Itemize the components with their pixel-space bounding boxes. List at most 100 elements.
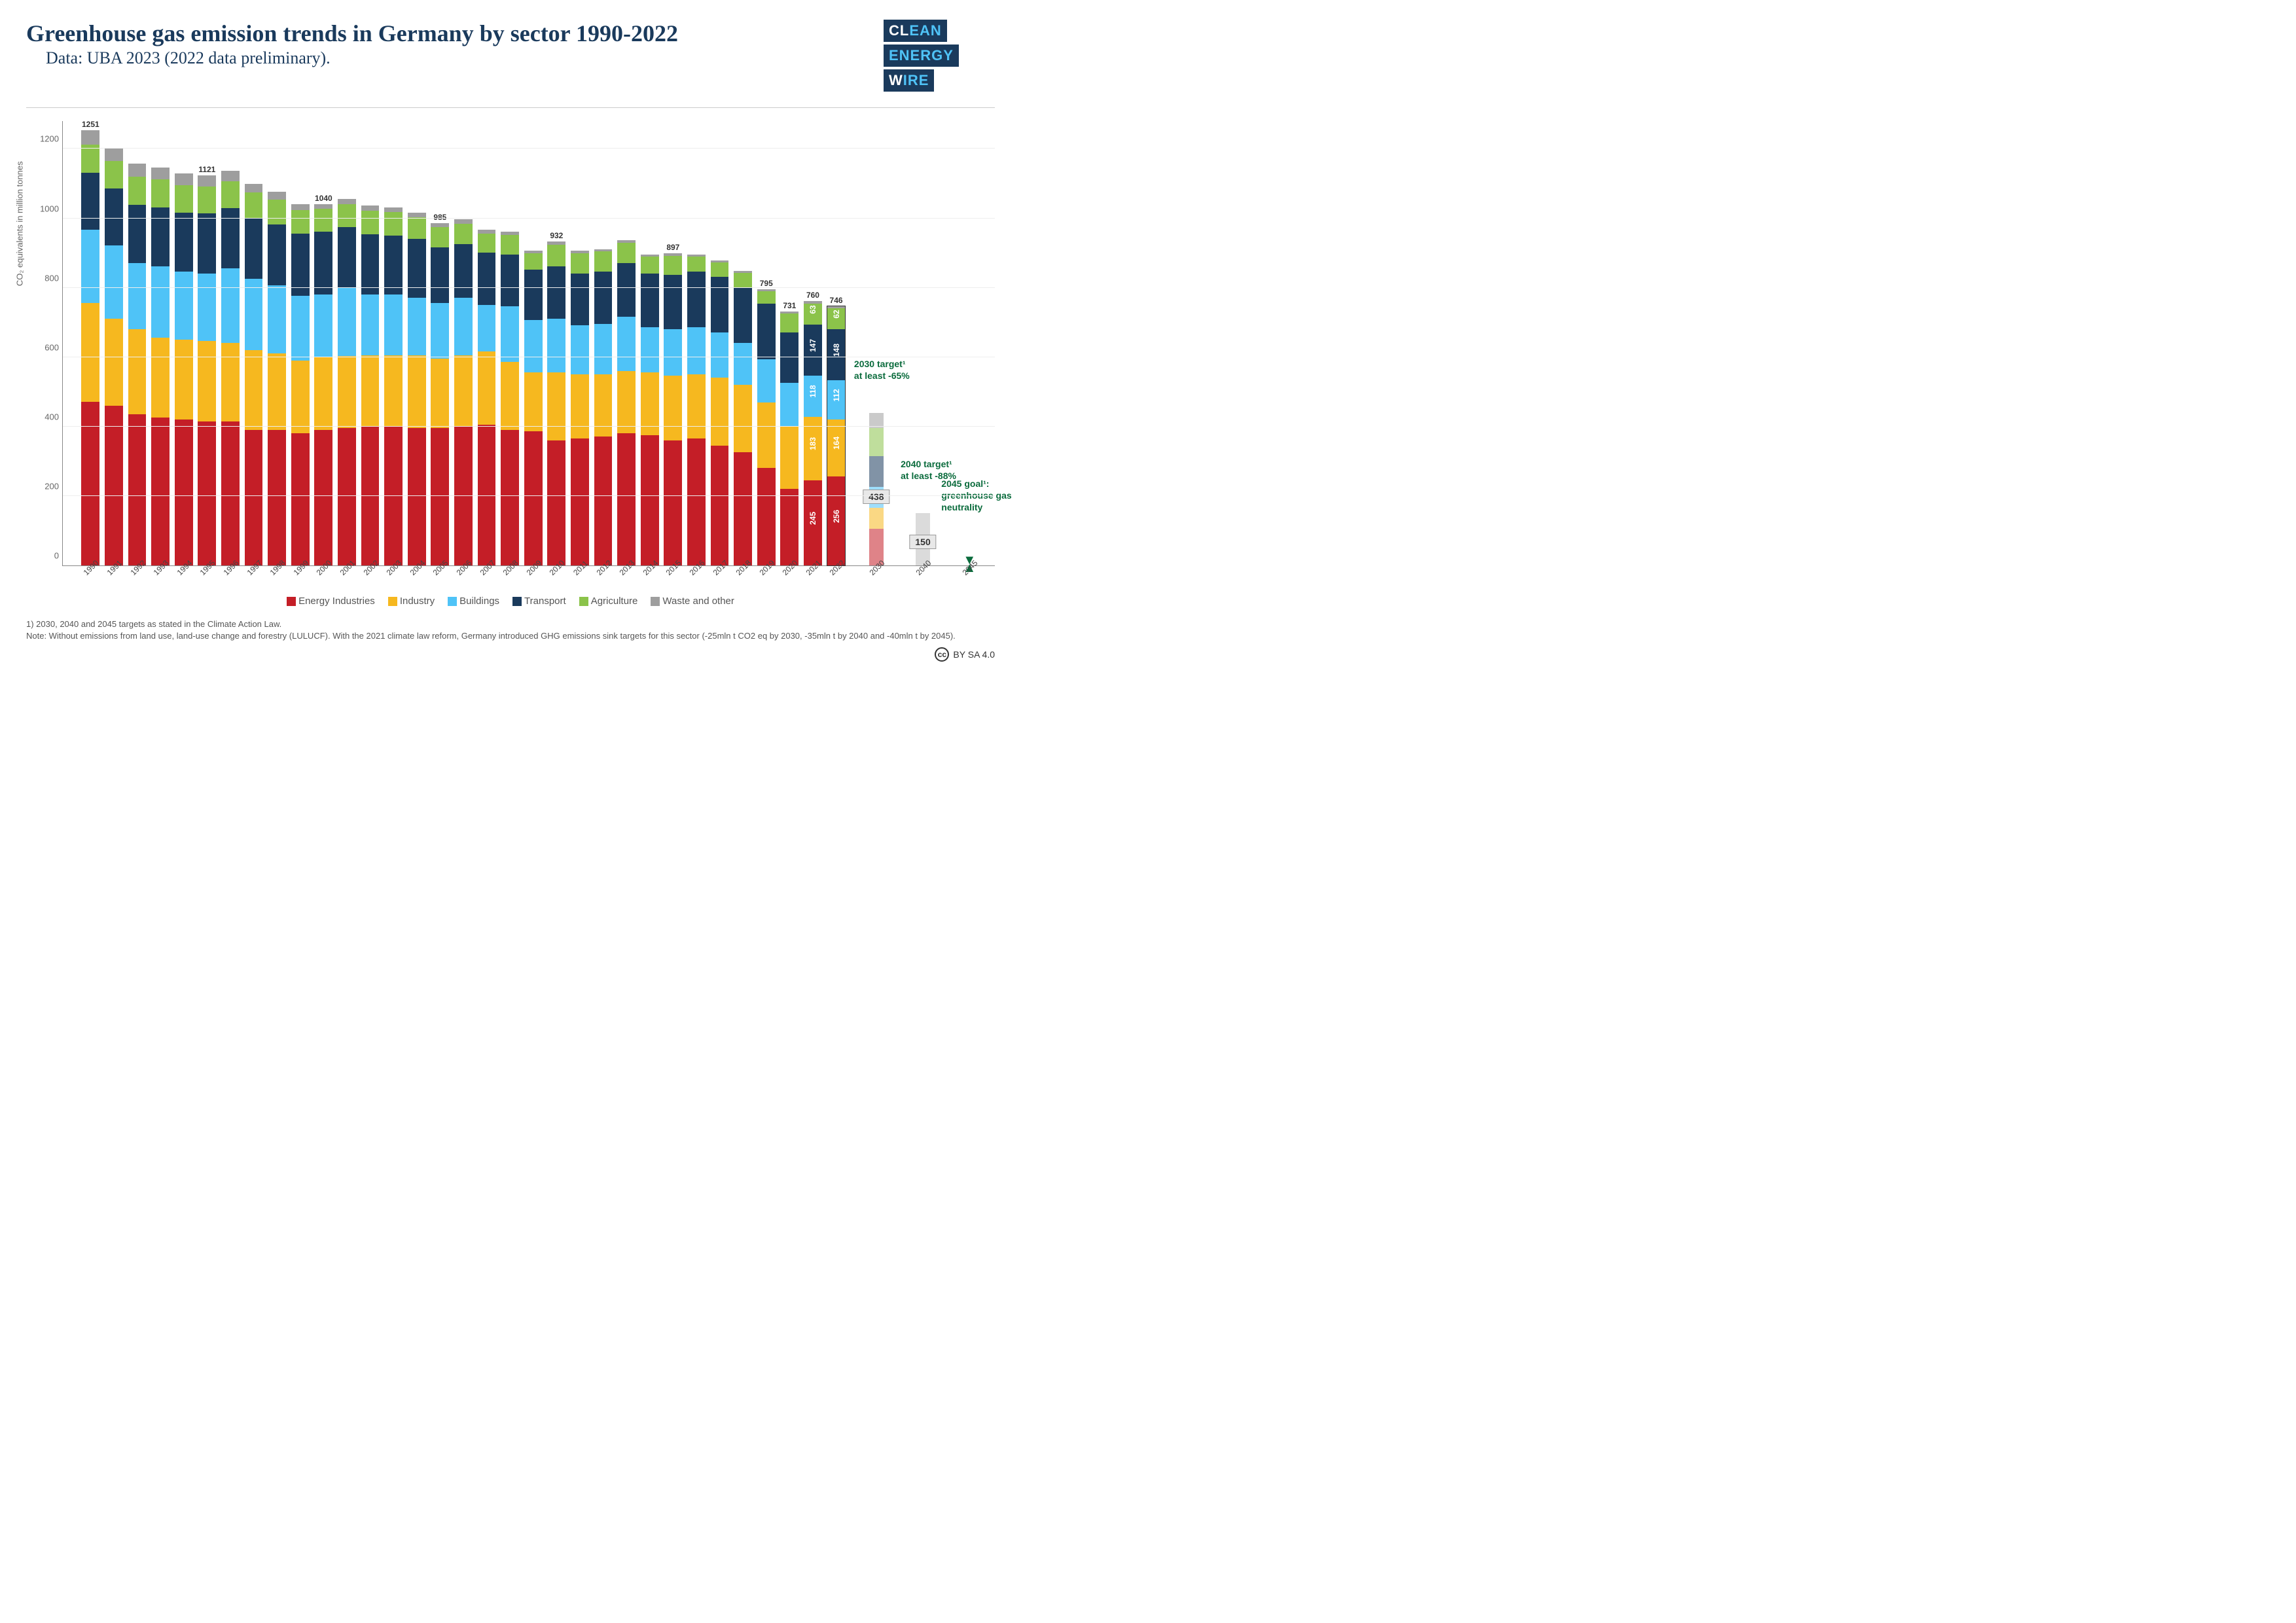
bar-segment [711, 332, 729, 378]
bar-segment [687, 257, 706, 272]
footnote-line: Note: Without emissions from land use, l… [26, 630, 995, 642]
footnote-line: 1) 2030, 2040 and 2045 targets as stated… [26, 618, 995, 630]
bar-segment [384, 355, 403, 427]
bar-segment [571, 253, 589, 274]
bar-segment [361, 211, 380, 234]
gridline [63, 426, 995, 427]
bar-segment [105, 161, 123, 188]
y-tick-label: 1200 [40, 134, 63, 144]
chart: CO₂ equivalents in million tonnes 125119… [26, 121, 995, 566]
bar-segment [431, 227, 449, 247]
footnote: 1) 2030, 2040 and 2045 targets as stated… [26, 618, 995, 642]
year-bar: 2003 [384, 207, 403, 565]
bar-segment [221, 171, 240, 181]
bar-segment [454, 298, 473, 355]
bar-segment [151, 168, 170, 180]
bar-segment [198, 274, 216, 342]
bar-segment [245, 192, 263, 219]
bar-segment [198, 187, 216, 213]
legend-label: Buildings [459, 596, 499, 607]
bar-segment [338, 356, 356, 429]
logo-text: ENERGY [884, 45, 959, 67]
target-value-box: 150 [909, 535, 936, 549]
bar-segment [734, 273, 752, 288]
bar-segment [81, 173, 99, 230]
divider [26, 107, 995, 108]
year-bar: 10402000 [314, 204, 332, 566]
bar-segment [314, 209, 332, 232]
year-bar: 1994 [175, 173, 193, 565]
bar-segment [757, 291, 776, 304]
target-bar: 43820302030 target¹at least -65% [869, 413, 884, 565]
year-bar: 2004 [408, 213, 426, 565]
legend-label: Transport [524, 596, 566, 607]
legend-label: Agriculture [591, 596, 638, 607]
bar-segment [571, 274, 589, 326]
bar-segment [268, 224, 286, 285]
bar-segment [128, 205, 147, 263]
bar-segment [291, 361, 310, 434]
bar-total-label: 795 [760, 279, 773, 288]
bar-segment [869, 508, 884, 529]
year-bar: 7312020 [780, 312, 798, 565]
bar-segment [869, 428, 884, 456]
bar-segment [151, 207, 170, 266]
bar-segment [687, 438, 706, 565]
bar-segment [571, 438, 589, 565]
bar-segment [711, 378, 729, 446]
bar-segment [291, 210, 310, 234]
bar-segment [338, 428, 356, 565]
plot-area: 1251199019911992199319941121199519961997… [62, 121, 995, 566]
segment-value-label: 256 [832, 510, 841, 523]
legend-swatch [448, 597, 457, 606]
logo-text: W [889, 72, 903, 88]
legend-item: Buildings [448, 596, 499, 607]
bar-segment [641, 327, 659, 372]
year-bar: 2014 [641, 255, 659, 565]
bar-segment [314, 232, 332, 294]
legend-item: Industry [388, 596, 435, 607]
legend-label: Industry [400, 596, 435, 607]
bar-segment [664, 376, 682, 440]
bar-total-label: 932 [550, 231, 563, 240]
bar-segment [314, 204, 332, 209]
bar-segment [780, 427, 798, 490]
bar-segment [547, 245, 565, 266]
year-bar: 2018 [734, 271, 752, 566]
bar-segment [454, 224, 473, 244]
gridline [63, 287, 995, 288]
year-bar: 2002 [361, 205, 380, 565]
year-bar: 2013 [617, 240, 636, 565]
legend-swatch [388, 597, 397, 606]
bar-segment [268, 430, 286, 565]
cc-icon: cc [935, 647, 949, 662]
gridline [63, 495, 995, 496]
bar-segment [547, 319, 565, 372]
bar-segment [198, 341, 216, 421]
legend-swatch [651, 597, 660, 606]
bar-segment [431, 359, 449, 428]
segment-value-label: 147 [808, 339, 817, 352]
bar-segment [291, 433, 310, 565]
bar-segment [151, 266, 170, 338]
bar-segment [594, 324, 613, 374]
bar-segment [128, 414, 147, 565]
bar-segment [734, 385, 752, 453]
bar-segment [501, 306, 519, 362]
bar-segment [664, 440, 682, 565]
bar-segment [687, 272, 706, 327]
bar-segment [454, 355, 473, 427]
bar-segment [478, 351, 496, 425]
chart-area: 1251199019911992199319941121199519961997… [62, 121, 995, 566]
y-tick-label: 1000 [40, 204, 63, 213]
legend-swatch [287, 597, 296, 606]
bar-segment [780, 313, 798, 332]
bar-segment [617, 263, 636, 317]
bar-segment [664, 329, 682, 376]
bar-segment [408, 355, 426, 429]
bar-segment [105, 319, 123, 406]
bar-segment [245, 279, 263, 350]
footer: cc BY SA 4.0 [26, 647, 995, 662]
year-bar: 256164112148627462022 [827, 306, 846, 565]
segment-value-label: 164 [832, 437, 841, 450]
